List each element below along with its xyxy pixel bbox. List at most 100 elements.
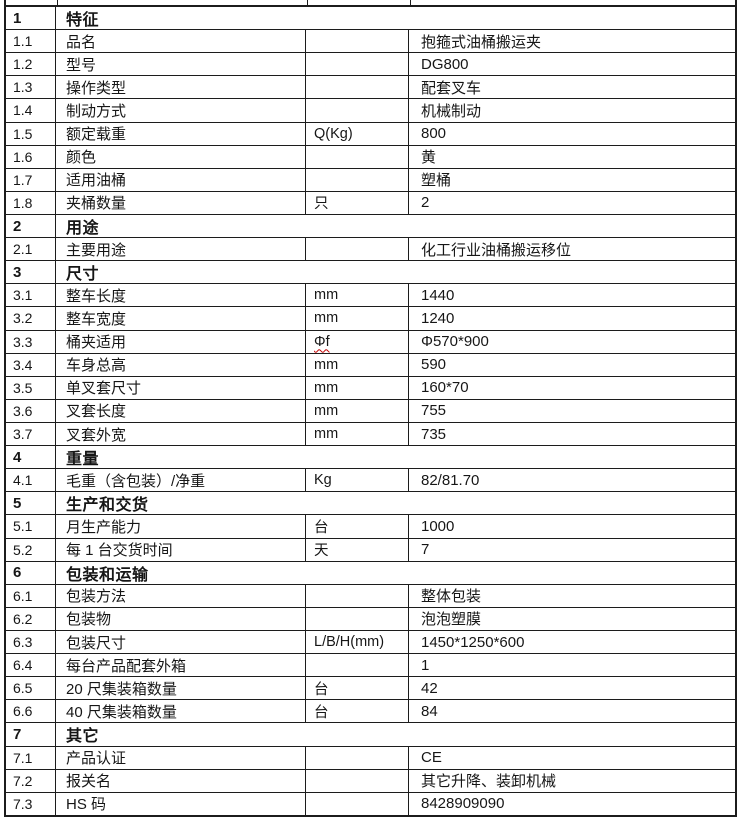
cell-label-text: HS 码	[66, 796, 107, 814]
cell-number: 5	[6, 492, 56, 515]
cell-unit-text: 天	[314, 543, 329, 560]
cell-unit-text: 只	[314, 196, 329, 213]
cell-unit	[306, 76, 409, 99]
section-row: 5 生产和交货	[6, 491, 735, 515]
cell-number: 1.2	[6, 53, 56, 76]
cell-value-text: 800	[421, 125, 447, 143]
cell-value: 800	[409, 123, 735, 145]
cell-number: 6.3	[6, 630, 56, 654]
cell-number: 3.4	[6, 353, 56, 376]
cell-value: 配套叉车	[409, 76, 735, 98]
cell-unit	[306, 53, 409, 76]
cell-label-text: 产品认证	[66, 750, 127, 768]
cell-unit-text: Φf	[314, 333, 330, 350]
cell-value: 82/81.70	[409, 469, 735, 491]
column-divider	[410, 0, 411, 5]
cell-number-text: 1.2	[13, 56, 33, 73]
cell-number: 3.3	[6, 330, 56, 353]
cell-label-text: 40 尺集装箱数量	[66, 703, 177, 721]
table-row: 3.3 桶夹适用 Φf Φ570*900	[6, 329, 735, 353]
table-row: 5.2 每 1 台交货时间 天 7	[6, 537, 735, 561]
cell-unit-text: 台	[314, 704, 329, 721]
cell-unit: 台	[306, 515, 409, 538]
cell-unit-text: mm	[314, 356, 339, 373]
cell-section-label-text: 用途	[66, 220, 100, 238]
cell-value: 1450*1250*600	[409, 631, 735, 653]
cell-unit: mm	[306, 353, 409, 376]
table-row: 1.2 型号 DG800	[6, 52, 735, 76]
cell-section-label-text: 重量	[66, 451, 100, 469]
cell-value-text: CE	[421, 749, 442, 767]
table-row: 1.5 额定载重 Q(Kg) 800	[6, 121, 735, 145]
cell-section-label: 特征	[56, 7, 735, 29]
cell-number: 6.6	[6, 700, 56, 723]
cell-number-text: 3.5	[13, 379, 33, 396]
section-row: 6 包装和运输	[6, 560, 735, 584]
cell-number: 1.3	[6, 76, 56, 99]
cell-label: 叉套长度	[56, 399, 306, 422]
table-row: 6.3 包装尺寸 L/B/H(mm) 1450*1250*600	[6, 629, 735, 654]
cell-label: 40 尺集装箱数量	[56, 700, 306, 723]
cell-label: 包装物	[56, 607, 306, 630]
cell-number: 1.4	[6, 99, 56, 122]
cell-value-text: 590	[421, 356, 447, 374]
cell-number: 3.1	[6, 284, 56, 307]
cell-label-text: 整车宽度	[66, 310, 127, 328]
cell-label-text: 主要用途	[66, 241, 127, 259]
cell-value-text: DG800	[421, 55, 469, 73]
cell-number: 6.5	[6, 677, 56, 700]
cell-value: 735	[409, 423, 735, 445]
cell-label: 制动方式	[56, 99, 306, 122]
section-row: 1 特征	[6, 7, 735, 30]
cell-section-label-text: 其它	[66, 728, 100, 746]
cell-unit-text: Q(Kg)	[314, 125, 353, 142]
cell-label: 适用油桶	[56, 168, 306, 191]
cell-unit	[306, 584, 409, 607]
cell-number: 3.2	[6, 307, 56, 330]
cell-number-text: 6.5	[13, 680, 33, 697]
cell-unit	[306, 746, 409, 769]
cell-label-text: 额定载重	[66, 126, 127, 144]
cell-number: 3.5	[6, 376, 56, 399]
cell-value: DG800	[409, 53, 735, 75]
cell-unit: mm	[306, 399, 409, 422]
cell-number-text: 1.5	[13, 125, 33, 142]
cell-value-text: 1000	[421, 517, 455, 535]
cell-value: 1000	[409, 515, 735, 537]
cell-value-text: 84	[421, 702, 438, 720]
cell-label-text: 包装方法	[66, 588, 127, 606]
cell-number-text: 7	[13, 725, 22, 743]
cell-number-text: 5.2	[13, 541, 33, 558]
cell-number-text: 1.4	[13, 102, 33, 119]
cell-section-label-text: 特征	[66, 12, 100, 30]
cell-value-text: 42	[421, 679, 438, 697]
table-row: 1.4 制动方式 机械制动	[6, 98, 735, 122]
cell-number: 7.3	[6, 792, 56, 815]
cell-label-text: 包装物	[66, 611, 112, 629]
cell-number: 7.2	[6, 769, 56, 792]
cell-number: 6	[6, 561, 56, 584]
cell-number-text: 3.7	[13, 426, 33, 443]
cell-value-text: 1450*1250*600	[421, 633, 525, 651]
cell-value: 590	[409, 354, 735, 376]
cell-number: 1.6	[6, 145, 56, 168]
cell-unit	[306, 769, 409, 792]
cell-label: 桶夹适用	[56, 330, 306, 353]
cell-label-text: 车身总高	[66, 357, 127, 375]
cell-value-text: 配套叉车	[421, 79, 482, 97]
cell-number-text: 4.1	[13, 472, 33, 489]
cell-value-text: 整体包装	[421, 588, 482, 606]
cell-number: 1.8	[6, 191, 56, 214]
table-row: 3.6 叉套长度 mm 755	[6, 398, 735, 422]
cell-label: 20 尺集装箱数量	[56, 677, 306, 700]
cell-label: 操作类型	[56, 76, 306, 99]
cell-number-text: 3.1	[13, 287, 33, 304]
table-row: 7.2 报关名 其它升降、装卸机械	[6, 768, 735, 792]
cell-value: 机械制动	[409, 99, 735, 121]
cell-label: 报关名	[56, 769, 306, 792]
cell-unit: mm	[306, 422, 409, 446]
cell-number: 6.1	[6, 584, 56, 607]
cell-label-text: 叉套长度	[66, 403, 127, 421]
cell-number: 1.5	[6, 122, 56, 145]
cell-section-label-text: 包装和运输	[66, 566, 149, 584]
